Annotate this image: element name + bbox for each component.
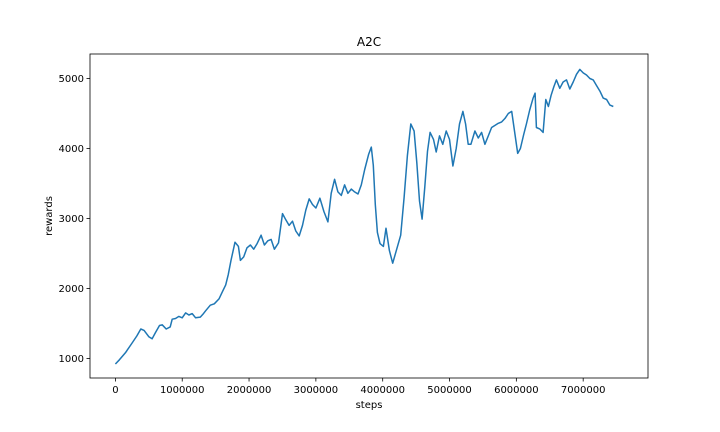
x-tick-label: 5000000 (427, 385, 472, 396)
chart-title: A2C (357, 35, 381, 49)
x-tick-label: 1000000 (160, 385, 205, 396)
x-axis: 0 1000000 2000000 3000000 4000000 5000000 6000… (112, 378, 605, 396)
plot-area (89, 53, 649, 379)
y-tick-label: 5000 (59, 74, 84, 85)
y-tick-label: 3000 (59, 214, 84, 225)
plot-frame (89, 53, 649, 379)
x-tick-label: 2000000 (227, 385, 272, 396)
y-tick-label: 2000 (59, 284, 84, 295)
x-axis-label: steps (356, 400, 383, 411)
x-tick-label: 4000000 (360, 385, 405, 396)
y-axis: 1000 2000 3000 4000 5000 (59, 74, 90, 365)
y-tick-label: 4000 (59, 144, 84, 155)
x-tick-label: 3000000 (294, 385, 339, 396)
series-line-0 (114, 68, 614, 365)
x-tick-label: 0 (112, 385, 118, 396)
y-axis-label: rewards (44, 196, 55, 236)
y-tick-label: 1000 (59, 354, 84, 365)
x-tick-label: 6000000 (494, 385, 539, 396)
x-tick-label: 7000000 (561, 385, 606, 396)
